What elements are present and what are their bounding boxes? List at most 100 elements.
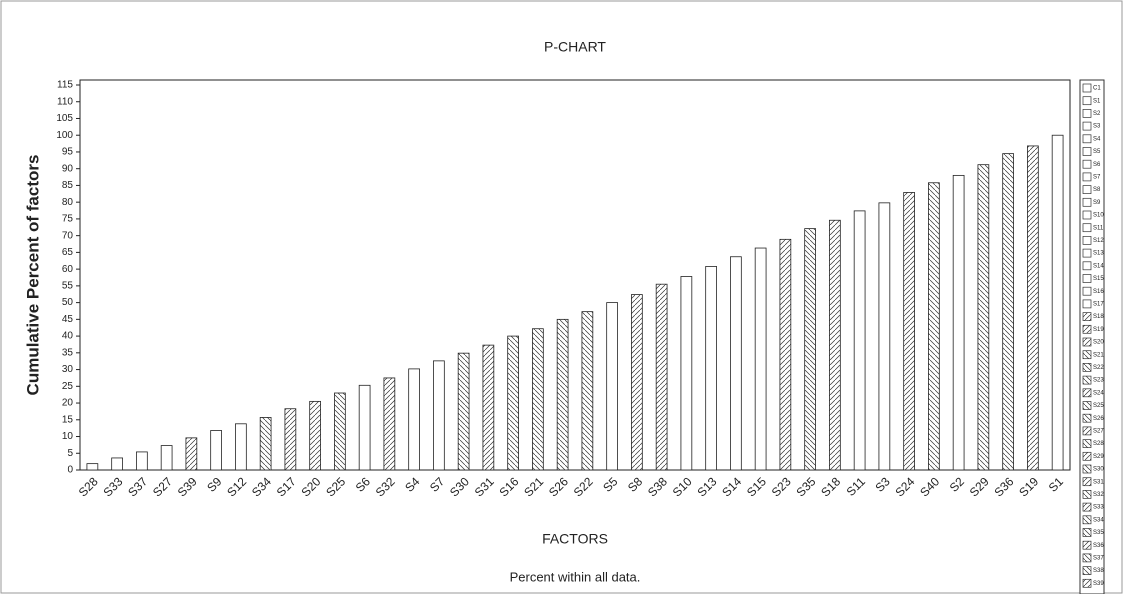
legend-label: S16 (1093, 289, 1104, 295)
y-tick-label: 80 (62, 197, 74, 208)
legend-label: S37 (1093, 555, 1104, 561)
legend-swatch (1082, 578, 1092, 588)
legend-label: S5 (1093, 149, 1101, 155)
legend-swatch (1082, 109, 1092, 118)
legend-swatch (1082, 426, 1092, 436)
legend-swatch (1082, 401, 1092, 410)
x-axis-label: FACTORS (542, 531, 608, 547)
legend-swatch (1082, 210, 1092, 220)
legend-label: S21 (1093, 352, 1104, 358)
y-tick-label: 85 (62, 180, 74, 191)
bar (235, 423, 247, 471)
chart-title: P-CHART (544, 39, 606, 55)
bar (334, 392, 346, 471)
legend-swatch (1082, 566, 1092, 575)
bar (1027, 145, 1039, 471)
bar (86, 463, 99, 471)
legend-swatch (1082, 159, 1092, 169)
legend-label: S39 (1093, 581, 1104, 587)
bar (1002, 153, 1014, 471)
legend-label: S30 (1093, 467, 1104, 473)
bar (804, 228, 816, 471)
legend-label: S17 (1093, 301, 1104, 307)
legend-swatch (1082, 248, 1092, 258)
bar (903, 192, 915, 471)
bar (1051, 134, 1064, 471)
y-tick-label: 75 (62, 214, 74, 225)
legend-swatch (1082, 83, 1092, 93)
y-tick-label: 40 (62, 331, 74, 342)
legend-swatch (1082, 375, 1092, 385)
bar (556, 318, 569, 471)
bar (952, 174, 965, 471)
bar (631, 294, 643, 471)
y-tick-label: 50 (62, 297, 74, 308)
y-tick-label: 65 (62, 247, 74, 258)
bar (730, 256, 742, 471)
y-tick-label: 100 (56, 130, 73, 141)
legend-swatch (1082, 528, 1092, 537)
legend-label: S6 (1093, 162, 1101, 168)
legend-label: S19 (1093, 327, 1104, 333)
legend-label: S13 (1093, 251, 1104, 257)
bar (482, 344, 495, 471)
legend-swatch (1082, 350, 1092, 360)
y-tick-label: 25 (62, 381, 74, 392)
legend-label: C1 (1093, 86, 1101, 92)
legend-label: S38 (1093, 568, 1104, 574)
bar (779, 238, 792, 471)
legend-swatch (1082, 236, 1092, 245)
legend-swatch (1082, 439, 1092, 448)
legend-label: S8 (1093, 187, 1101, 193)
legend-label: S24 (1093, 390, 1104, 396)
y-tick-label: 70 (62, 230, 74, 241)
legend-label: S12 (1093, 238, 1104, 244)
legend-label: S3 (1093, 124, 1101, 130)
legend-swatch (1082, 261, 1092, 271)
bar (853, 210, 866, 471)
legend-swatch (1082, 540, 1092, 550)
bar (655, 283, 668, 471)
legend-swatch (1082, 96, 1092, 106)
bar (185, 437, 198, 471)
y-tick-label: 20 (62, 398, 74, 409)
legend-swatch (1082, 312, 1092, 321)
y-tick-label: 0 (67, 465, 73, 476)
legend-label: S20 (1093, 340, 1104, 346)
legend-swatch (1082, 451, 1092, 461)
y-tick-label: 5 (67, 448, 73, 459)
bar (680, 276, 693, 471)
legend-label: S15 (1093, 276, 1104, 282)
legend-swatch (1082, 274, 1092, 283)
legend-label: S10 (1093, 213, 1104, 219)
bar (457, 352, 470, 471)
legend-label: S26 (1093, 416, 1104, 422)
bar (383, 377, 396, 471)
legend-label: S1 (1093, 98, 1101, 104)
bar (111, 457, 123, 471)
y-tick-label: 45 (62, 314, 74, 325)
legend-swatch (1082, 324, 1092, 334)
legend-label: S29 (1093, 454, 1104, 460)
bar (136, 451, 148, 471)
legend-swatch (1082, 388, 1092, 398)
legend-swatch (1082, 477, 1092, 487)
legend-swatch (1082, 286, 1092, 296)
legend-label: S36 (1093, 543, 1104, 549)
legend-swatch (1082, 337, 1092, 347)
y-tick-label: 15 (62, 414, 74, 425)
legend-label: S27 (1093, 428, 1104, 434)
legend-swatch (1082, 223, 1092, 233)
legend-swatch (1082, 413, 1092, 423)
bar (259, 417, 272, 471)
bar (284, 408, 297, 471)
legend-swatch (1082, 464, 1092, 474)
legend-label: S18 (1093, 314, 1104, 320)
bar (754, 247, 767, 471)
y-tick-label: 90 (62, 163, 74, 174)
legend-label: S35 (1093, 530, 1104, 536)
y-tick-label: 110 (57, 96, 73, 107)
legend-swatch (1082, 197, 1092, 207)
bar (977, 164, 990, 471)
bar (433, 360, 445, 471)
